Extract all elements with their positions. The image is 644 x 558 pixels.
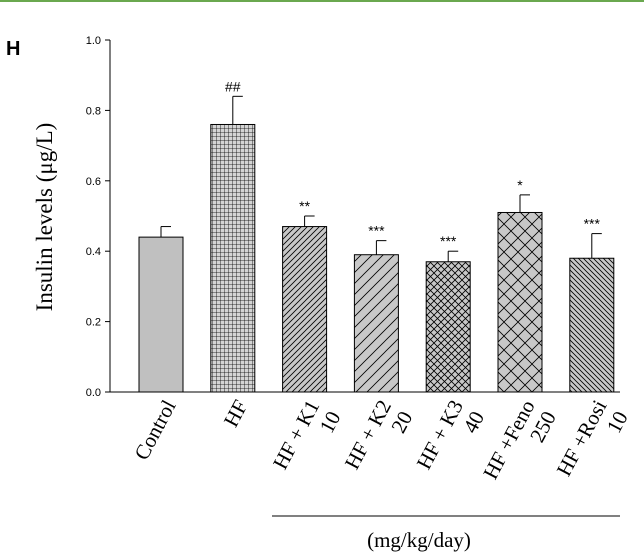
y-tick-label: 0.2 <box>86 317 101 329</box>
y-tick-label: 1.0 <box>86 35 101 47</box>
significance-label: ** <box>299 198 310 214</box>
y-axis-label: Insulin levels (μg/L) <box>32 123 57 312</box>
category-label-line: Control <box>129 396 180 464</box>
bar <box>138 236 184 393</box>
category-label-line: HF <box>219 396 253 431</box>
category-label-line: HF +Feno <box>478 396 540 483</box>
significance-label: *** <box>584 216 601 232</box>
bar <box>425 261 471 393</box>
category-label: Control <box>129 396 180 464</box>
bars-group: ##************ <box>138 78 615 393</box>
bar <box>569 257 615 393</box>
unit-note: (mg/kg/day) <box>367 528 471 552</box>
bar <box>497 211 543 393</box>
bar <box>282 226 328 393</box>
y-tick-label: 0.0 <box>86 387 101 399</box>
significance-label: ## <box>225 78 241 94</box>
y-tick-label: 0.4 <box>86 246 101 258</box>
category-label-line: HF + K3 <box>412 396 468 473</box>
category-label-line: HF + K1 <box>268 396 324 473</box>
bar <box>210 123 256 393</box>
category-label: HF <box>219 396 253 431</box>
significance-label: *** <box>368 223 385 239</box>
bar <box>353 254 399 393</box>
significance-label: * <box>517 177 523 193</box>
y-tick-label: 0.8 <box>86 105 101 117</box>
panel-label: H <box>6 38 20 60</box>
category-label-line: HF + K2 <box>340 396 396 473</box>
top-border-line <box>0 0 644 2</box>
significance-label: *** <box>440 233 457 249</box>
y-tick-label: 0.6 <box>86 176 101 188</box>
category-label-line: HF +Rosi <box>552 396 612 480</box>
